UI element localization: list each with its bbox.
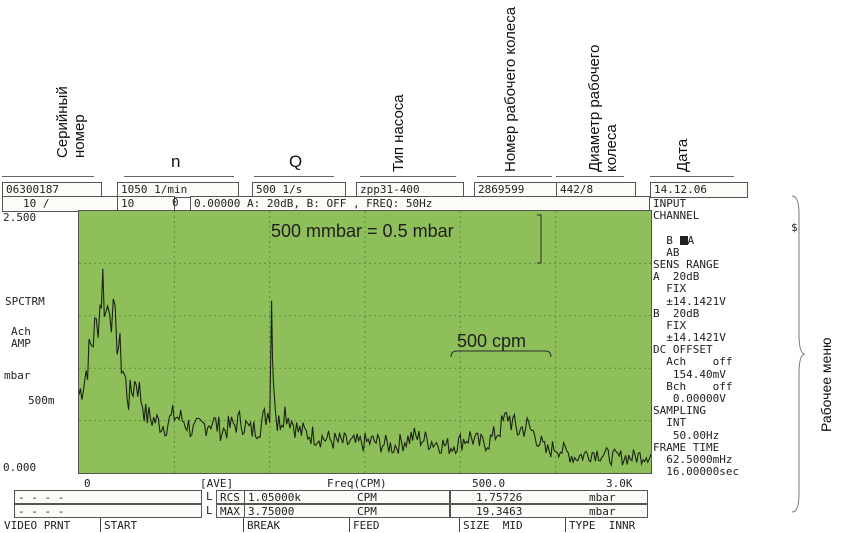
impeller-dia-annotation: Диаметр рабочего колеса	[586, 44, 620, 172]
side-ach: Ach	[11, 325, 31, 338]
menu-item-b-fix[interactable]: FIX	[653, 318, 687, 332]
spectrum-trace	[79, 268, 651, 467]
spectrum-svg	[79, 211, 651, 473]
menu-item-frame-freq: 62.5000mHz	[653, 452, 733, 466]
menu-item-frame-sec: 16.00000sec	[653, 465, 740, 479]
menu-item-ab[interactable]: AB	[653, 245, 680, 259]
y-tick-bottom: 0.000	[3, 461, 37, 474]
y-tick-500m: 500m	[28, 394, 55, 407]
x-ave-label: [AVE]	[200, 477, 234, 490]
side-mbar: mbar	[4, 369, 31, 382]
menu-item-bch-value: 0.00000V	[653, 392, 726, 405]
menu-item-a-fix[interactable]: FIX	[653, 282, 687, 296]
max-amp-row: 19.3463 mbar	[450, 504, 648, 518]
zero-field: 0	[172, 196, 179, 209]
plot-annotations	[450, 214, 552, 358]
serial-annotation: Серийный номер	[54, 86, 88, 158]
menu-item-channel[interactable]: CHANNEL	[653, 209, 700, 223]
menu-item-sampling[interactable]: SAMPLING	[653, 404, 706, 418]
fkey-feed[interactable]: FEED	[353, 519, 380, 532]
annot-mbar: 500 mmbar = 0.5 mbar	[271, 221, 454, 241]
y-tick-top: 2.500	[3, 211, 37, 224]
menu-item-dc-offset[interactable]: DC OFFSET	[653, 343, 713, 357]
menu-bracket	[791, 195, 806, 513]
menu-item-input[interactable]: INPUT	[653, 197, 687, 210]
fkey-type-innr[interactable]: TYPE INNR	[569, 519, 636, 532]
x-tick-mid: 500.0	[472, 477, 506, 490]
fkey-start[interactable]: START	[104, 519, 138, 532]
speed-field: 1050 1/min	[117, 182, 239, 198]
n-annotation: n	[171, 152, 181, 171]
menu-item-a-range: ±14.1421V	[653, 294, 726, 308]
menu-item-a-20db[interactable]: A 20dB	[653, 270, 700, 284]
impeller-no-annotation: Номер рабочего колеса	[502, 6, 519, 172]
annot-cpm: 500 cpm	[457, 331, 527, 351]
average-field: 10 /	[2, 196, 135, 212]
side-spctrm: SPCTRM	[5, 295, 45, 308]
menu-item-a[interactable]: A $	[653, 222, 798, 246]
work-menu: INPUT CHANNEL A $ B AB SENS RANGE A 20dB…	[653, 197, 798, 479]
fkey-break[interactable]: BREAK	[247, 519, 281, 532]
fkey-video-prnt[interactable]: VIDEO PRNT	[4, 519, 71, 532]
menu-item-ach-value: 154.40mV	[653, 367, 726, 381]
bracket-cpm	[450, 350, 552, 358]
rcs-amp-row: 1.75726 mbar	[450, 490, 648, 504]
bracket-mbar	[537, 214, 542, 264]
menu-item-b-20db[interactable]: B 20dB	[653, 306, 700, 320]
cursor-icon	[679, 236, 688, 246]
pump-type-annotation: Тип насоса	[390, 94, 407, 172]
menu-item-bch-off[interactable]: Bch off	[653, 379, 733, 393]
x-axis-label: Freq(CPM)	[327, 477, 387, 490]
menu-item-b-range: ±14.1421V	[653, 331, 726, 345]
menu-item-sens-range[interactable]: SENS RANGE	[653, 257, 720, 271]
date-annotation: Дата	[674, 138, 691, 172]
max-label: MAX	[216, 504, 248, 518]
date-field: 14.12.06	[650, 182, 748, 198]
q-annotation: Q	[289, 152, 303, 171]
rcs-row: 1.05000k CPM	[244, 490, 450, 504]
menu-item-frame-time[interactable]: FRAME TIME	[653, 440, 720, 454]
work-menu-annotation: Рабочее меню	[818, 337, 834, 432]
fkey-size-mid[interactable]: SIZE MID	[463, 519, 523, 532]
readout-dash-1: - - - -	[14, 490, 202, 504]
max-row: 3.75000 CPM	[244, 504, 450, 518]
menu-item-ach-off[interactable]: Ach off	[653, 355, 733, 369]
readout-l2: L	[206, 504, 213, 517]
menu-item-int[interactable]: INT	[653, 416, 687, 430]
menu-item-sampling-rate: 50.00Hz	[653, 428, 720, 442]
spectrum-plot[interactable]: 500 mmbar = 0.5 mbar 500 cpm	[78, 210, 652, 474]
count-field: 10	[117, 196, 175, 212]
rcs-label: RCS	[216, 490, 248, 504]
readout-l1: L	[206, 490, 213, 503]
readout-dash-2: - - - -	[14, 504, 202, 518]
menu-item-b[interactable]: B	[653, 233, 673, 247]
x-tick-start: 0	[84, 477, 91, 490]
x-tick-end: 3.0K	[606, 477, 633, 490]
dollar-sign: $	[791, 221, 798, 235]
serial-field: 06300187	[2, 182, 102, 198]
side-amp: AMP	[11, 337, 31, 350]
